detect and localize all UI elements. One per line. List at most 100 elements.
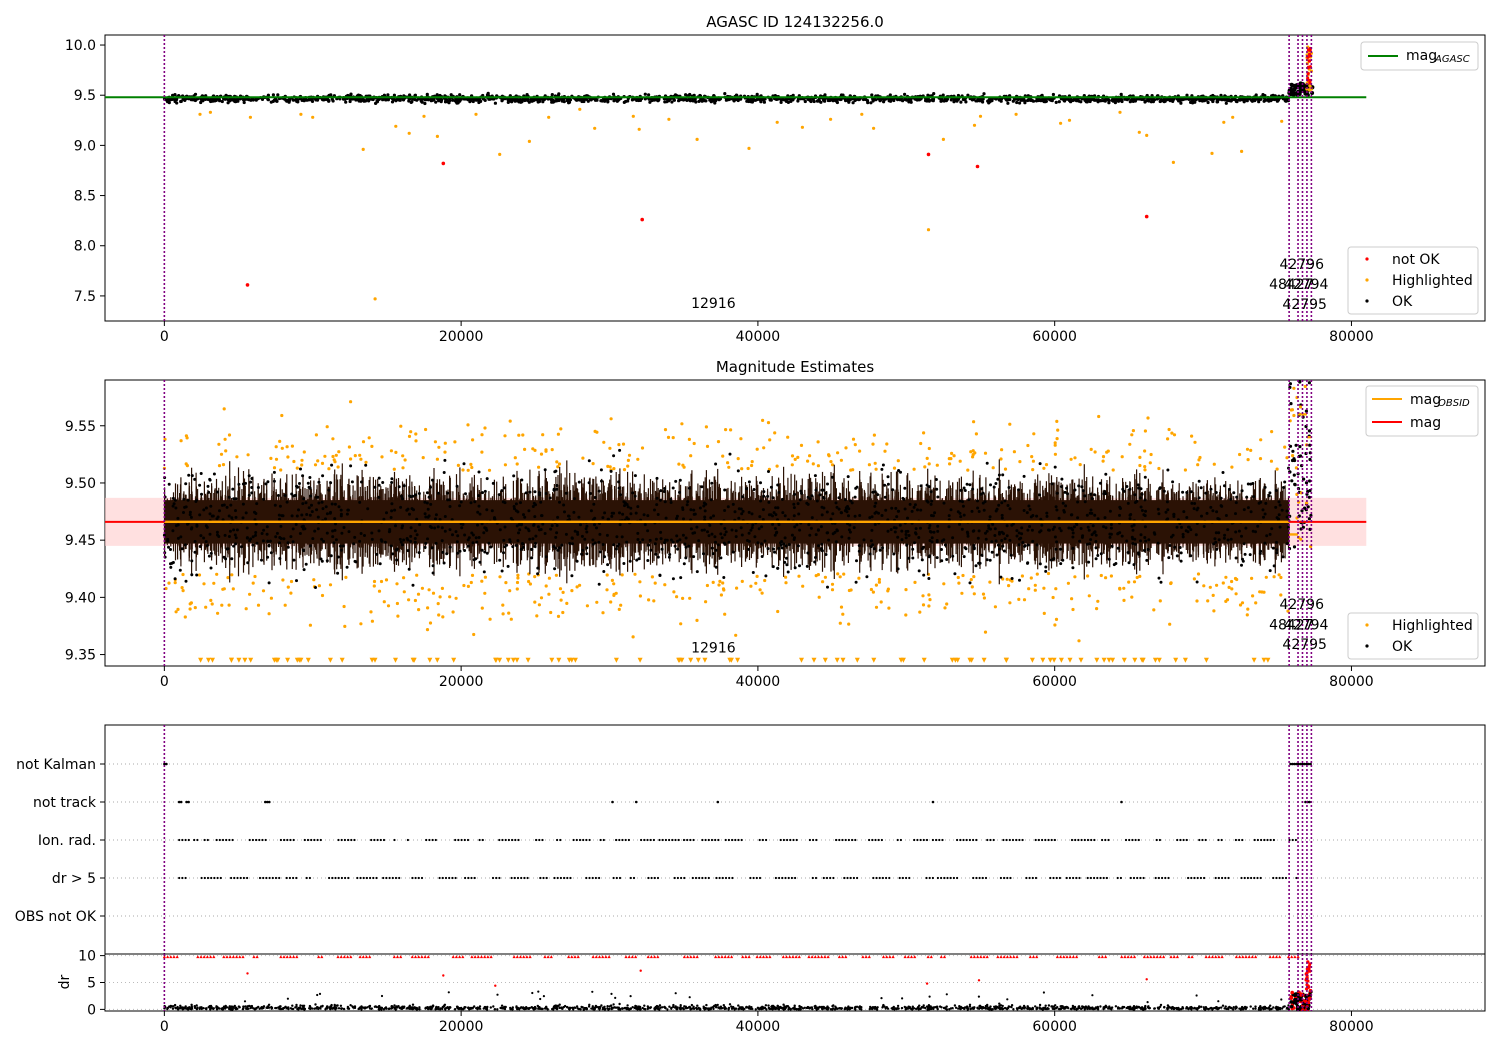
ok-point (1193, 100, 1197, 104)
highlighted-point (948, 462, 952, 466)
ok-point (273, 503, 277, 507)
highlighted-point (796, 455, 800, 459)
highlighted-point (401, 466, 405, 470)
highlighted-point (681, 596, 685, 601)
highlighted-point (721, 581, 725, 585)
ok-point (456, 534, 460, 538)
highlighted-point (1246, 607, 1250, 611)
highlighted-point (314, 433, 318, 437)
highlighted-point (922, 431, 926, 435)
highlighted-point (942, 582, 946, 586)
highlighted-point (758, 588, 762, 592)
ok-point (610, 514, 614, 518)
ok-point (1017, 543, 1021, 547)
ok-point (919, 526, 922, 530)
ok-point (254, 97, 258, 101)
highlighted-point (1135, 575, 1139, 580)
highlighted-point (581, 456, 585, 460)
ok-point (1108, 535, 1112, 539)
ok-point (996, 543, 1000, 547)
highlighted-point (212, 581, 216, 585)
ok-point (321, 474, 325, 478)
ok-point (803, 99, 807, 104)
ok-point (377, 495, 381, 499)
ok-point (767, 500, 771, 504)
highlighted-point (1104, 576, 1108, 580)
ok-point (250, 486, 254, 489)
highlighted-point (1138, 455, 1142, 459)
highlighted-point (1138, 463, 1142, 468)
ok-point (434, 100, 438, 104)
ok-point (930, 514, 933, 517)
x-tick-label: 40000 (736, 329, 781, 345)
ok-point (395, 98, 399, 102)
ok-point (382, 517, 386, 521)
ok-point (951, 536, 955, 540)
highlighted-point (746, 466, 750, 471)
ok-point (1132, 563, 1136, 567)
ok-point (868, 552, 872, 556)
highlighted-point (438, 595, 442, 599)
ok-point (776, 566, 780, 570)
ok-point (797, 512, 801, 516)
highlighted-point (223, 437, 227, 441)
ok-point (820, 542, 824, 546)
ok-point (977, 529, 981, 533)
ok-point (188, 510, 192, 514)
highlighted-point (913, 580, 917, 585)
ok-point (1099, 99, 1103, 103)
ok-point (1282, 486, 1285, 489)
highlighted-point (435, 457, 439, 461)
ok-point (402, 484, 406, 488)
out-of-range-marker (327, 657, 333, 663)
ok-point (612, 543, 616, 547)
ok-point (1043, 100, 1048, 104)
highlighted-point (993, 605, 998, 609)
highlighted-point (838, 575, 842, 579)
ok-point (395, 558, 399, 562)
highlighted-point (872, 126, 876, 130)
ok-point (310, 99, 315, 103)
panel-1-legend-reference: mag AGASC (1360, 41, 1479, 71)
not-ok-point (975, 164, 980, 169)
ok-point (1214, 531, 1218, 535)
highlighted-point (966, 468, 970, 472)
highlighted-point (705, 583, 710, 588)
ok-point (386, 93, 390, 97)
ok-point (769, 513, 773, 517)
ok-point (1050, 558, 1053, 562)
highlighted-point (456, 463, 460, 467)
highlighted-point (222, 407, 226, 411)
highlighted-point (280, 446, 284, 450)
highlighted-point (1026, 443, 1030, 448)
highlighted-point (974, 432, 979, 436)
highlighted-point (786, 435, 790, 439)
ok-point (636, 505, 640, 509)
highlighted-point (202, 582, 206, 586)
panel-1-title: AGASC ID 124132256.0 (706, 13, 884, 31)
x-tick-label: 60000 (1032, 329, 1077, 345)
legend-ok-label: OK (1392, 294, 1413, 310)
ok-point (436, 525, 440, 529)
ok-point (684, 93, 688, 97)
highlighted-point (556, 614, 561, 619)
ok-point (408, 93, 412, 97)
ok-point (533, 490, 537, 494)
highlighted-point (248, 115, 252, 119)
ok-point (398, 98, 402, 102)
highlighted-point (399, 424, 403, 428)
ok-point (941, 99, 945, 103)
ok-point (401, 497, 405, 501)
highlighted-point (501, 612, 505, 616)
ok-point (448, 545, 452, 549)
ok-point (1031, 514, 1035, 517)
ok-point (655, 476, 659, 480)
ok-point (1232, 491, 1236, 495)
ok-point (989, 527, 992, 531)
ok-point (324, 517, 327, 521)
highlighted-point (533, 575, 537, 579)
highlighted-point (612, 467, 616, 471)
ok-point (896, 535, 900, 539)
highlighted-point (204, 605, 208, 609)
ok-point (1253, 98, 1257, 102)
